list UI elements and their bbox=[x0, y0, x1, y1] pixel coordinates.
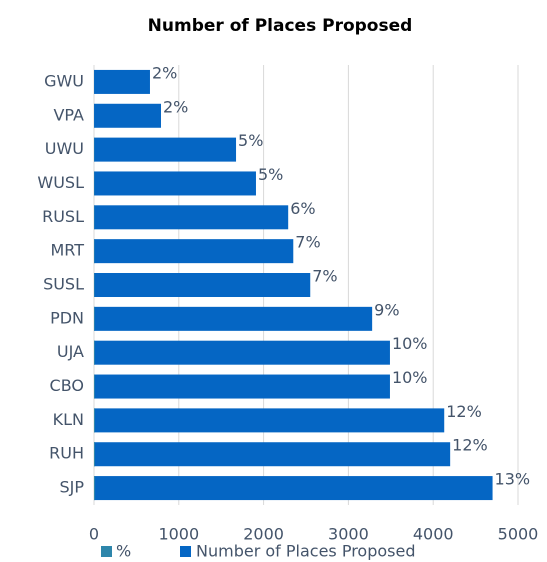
percent-bar bbox=[94, 273, 95, 297]
y-tick-label: RUSL bbox=[42, 207, 84, 226]
chart-title: Number of Places Proposed bbox=[148, 16, 413, 36]
x-tick-label: 5000 bbox=[498, 525, 539, 544]
bar bbox=[94, 476, 493, 501]
bar bbox=[94, 306, 373, 331]
percent-bar bbox=[94, 442, 96, 467]
x-tick-label: 2000 bbox=[243, 525, 284, 544]
x-tick-label: 3000 bbox=[328, 525, 369, 544]
y-tick-label: UWU bbox=[45, 139, 84, 158]
bar bbox=[94, 137, 237, 162]
data-label: 10% bbox=[392, 368, 428, 387]
percent-bar bbox=[94, 476, 96, 501]
x-tick-label: 1000 bbox=[158, 525, 199, 544]
legend-swatch bbox=[101, 546, 112, 557]
y-tick-label: UJA bbox=[57, 342, 84, 361]
y-tick-label: RUH bbox=[49, 444, 84, 463]
bar bbox=[94, 239, 294, 264]
y-tick-label: CBO bbox=[50, 376, 84, 395]
y-tick-label: KLN bbox=[53, 410, 84, 429]
data-label: 10% bbox=[392, 334, 428, 353]
y-tick-label: SUSL bbox=[43, 275, 84, 294]
bar bbox=[94, 273, 311, 297]
data-label: 5% bbox=[238, 131, 263, 150]
bar bbox=[94, 408, 445, 433]
y-tick-label: MRT bbox=[50, 241, 84, 260]
legend-label: Number of Places Proposed bbox=[196, 542, 416, 561]
percent-bar bbox=[94, 306, 95, 331]
legend-swatch bbox=[180, 546, 191, 557]
percent-bar bbox=[94, 340, 95, 365]
data-label: 2% bbox=[152, 63, 177, 82]
y-tick-label: WUSL bbox=[37, 173, 84, 192]
data-label: 2% bbox=[163, 97, 188, 116]
y-tick-label: GWU bbox=[44, 71, 84, 90]
bar bbox=[94, 205, 289, 230]
y-tick-label: VPA bbox=[53, 105, 84, 124]
data-label: 7% bbox=[295, 233, 320, 252]
data-label: 7% bbox=[312, 267, 337, 286]
bar bbox=[94, 171, 256, 196]
y-tick-label: PDN bbox=[50, 308, 84, 327]
data-label: 5% bbox=[258, 165, 283, 184]
percent-bar bbox=[94, 205, 95, 230]
percent-bar bbox=[94, 408, 96, 433]
data-label: 12% bbox=[452, 436, 488, 455]
data-label: 9% bbox=[374, 300, 399, 319]
bar bbox=[94, 442, 451, 467]
y-tick-label: SJP bbox=[59, 478, 84, 497]
bar bbox=[94, 69, 150, 94]
legend-label: % bbox=[116, 542, 131, 561]
percent-bar bbox=[94, 239, 95, 264]
percent-bar bbox=[94, 374, 95, 399]
data-label: 12% bbox=[446, 402, 482, 421]
x-tick-label: 4000 bbox=[413, 525, 454, 544]
bar bbox=[94, 374, 390, 399]
x-tick-label: 0 bbox=[89, 525, 99, 544]
bar bbox=[94, 103, 161, 128]
bar bbox=[94, 340, 390, 365]
data-label: 13% bbox=[495, 470, 531, 489]
data-label: 6% bbox=[290, 199, 315, 218]
